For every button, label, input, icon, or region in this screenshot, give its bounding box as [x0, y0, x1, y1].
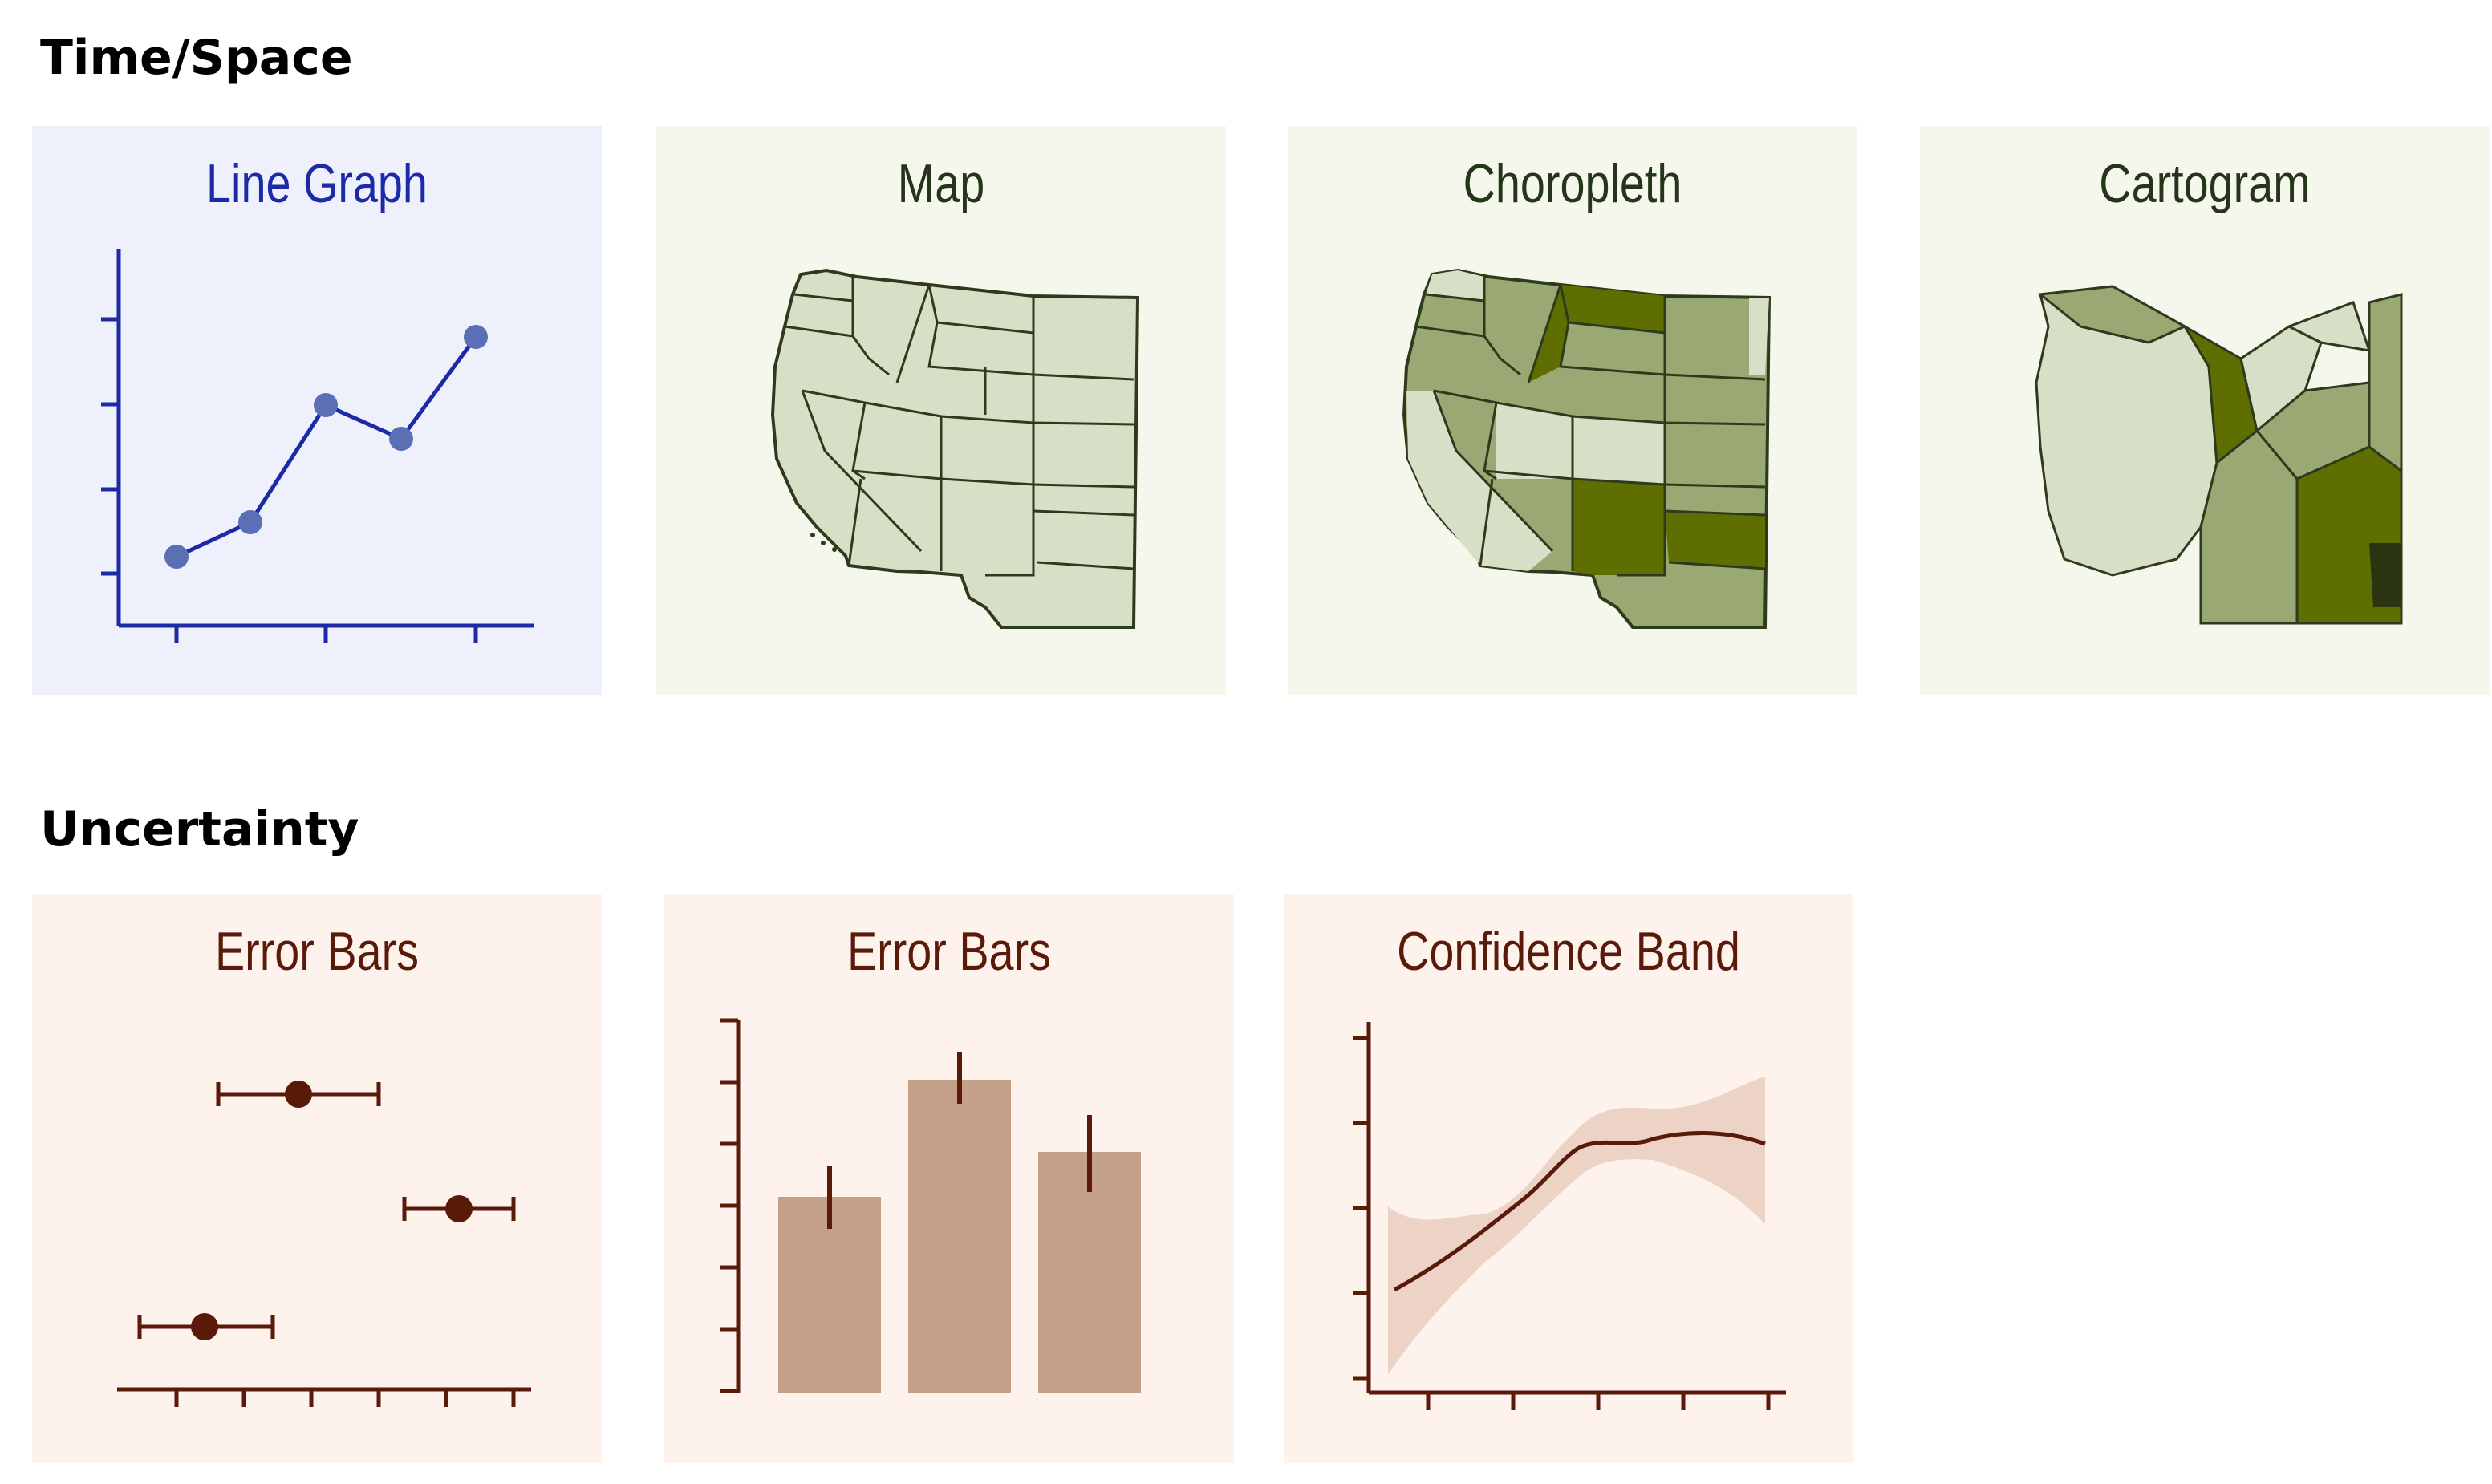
- map-title: Map: [897, 153, 985, 214]
- error-bars-points-icon: [117, 1081, 531, 1407]
- choropleth-card: Choropleth: [1288, 126, 1857, 695]
- confidence-band-icon: [1353, 1022, 1786, 1410]
- error-bars-bars-icon: [720, 1018, 1141, 1393]
- cartogram-card: Cartogram: [1920, 126, 2490, 695]
- section-title-uncertainty: Uncertainty: [40, 801, 359, 858]
- line-graph-card: Line Graph: [32, 126, 602, 695]
- error-bars-points-title: Error Bars: [214, 921, 420, 982]
- error-bars-points-card: Error Bars: [32, 894, 602, 1463]
- line-graph-title: Line Graph: [206, 153, 428, 214]
- choropleth-title: Choropleth: [1463, 153, 1682, 214]
- map-card: Map: [656, 126, 1226, 695]
- cartogram-map-icon: [2035, 285, 2403, 625]
- cartogram-title: Cartogram: [2099, 153, 2311, 214]
- section-title-time-space: Time/Space: [40, 30, 353, 86]
- us-map-icon: [770, 268, 1140, 629]
- confidence-band-title: Confidence Band: [1397, 921, 1740, 982]
- choropleth-map-icon: [1402, 268, 1772, 629]
- error-bars-bars-card: Error Bars: [664, 894, 1234, 1463]
- line-graph-icon: [101, 249, 534, 643]
- error-bars-bars-title: Error Bars: [846, 921, 1052, 982]
- confidence-band-card: Confidence Band: [1284, 894, 1853, 1463]
